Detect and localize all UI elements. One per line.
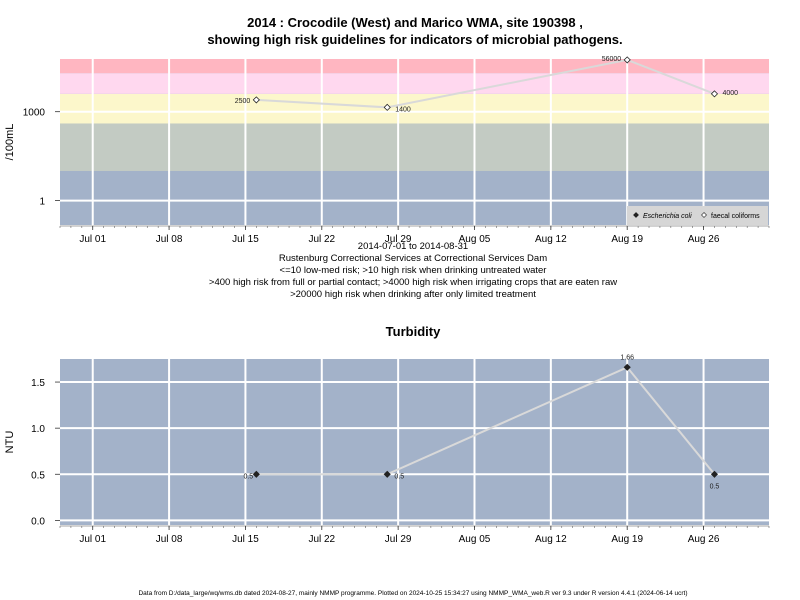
turbidity-panel-background <box>60 359 769 525</box>
data-label-0-1: 1400 <box>395 106 411 113</box>
microbial-gridlines <box>60 59 769 225</box>
data-point-0-1 <box>383 103 391 111</box>
data-label-0-2: 56000 <box>602 56 622 63</box>
top-title: 2014 : Crocodile (West) and Marico WMA, … <box>207 15 622 47</box>
x-tick-label-1: Jul 08 <box>156 234 183 245</box>
x-tick-label-1: Jul 08 <box>156 534 183 545</box>
data-point-0-1 <box>383 470 391 478</box>
data-point-0-0 <box>252 96 260 104</box>
turbidity-axes: Jul 01 Jul 08 Jul 15 Jul 22 Jul 29 Aug 05 Aug … <box>31 378 770 545</box>
microbial-panel: 2500 1400 56000 4000 Escherichia coli faeca… <box>4 56 770 245</box>
microbial-legend: Escherichia coli faecal coliforms <box>627 206 768 225</box>
data-point-0-3 <box>710 90 719 98</box>
x-tick-label-3: Jul 22 <box>308 234 335 245</box>
x-tick-label-4: Jul 29 <box>385 534 412 545</box>
note-guideline-treatment: >20000 high risk when drinking after onl… <box>290 289 536 300</box>
microbial-notes: 2014-07-01 to 2014-08-31 Rustenburg Corr… <box>209 241 617 300</box>
legend-box <box>627 206 768 225</box>
risk-band-1 <box>60 123 769 171</box>
legend-faecal-marker <box>701 212 707 218</box>
note-guideline-contact: >400 high risk from full or partial cont… <box>209 277 617 288</box>
data-label-0-3: 0.5 <box>710 483 720 490</box>
legend-ecoli-label: Escherichia coli <box>643 213 692 220</box>
risk-bands <box>60 59 769 225</box>
y-tick-label-0: 0.0 <box>31 516 45 527</box>
x-tick-label-6: Aug 12 <box>535 534 567 545</box>
data-label-0-0: 2500 <box>235 98 251 105</box>
y-tick-label-1: 1000 <box>23 108 46 119</box>
legend-ecoli-marker <box>633 212 639 218</box>
x-tick-label-8: Aug 26 <box>688 234 720 245</box>
turbidity-panel: 0.5 0.51.660.5 Jul 01 Jul 08 Jul 15 Jul 22 Ju… <box>4 354 770 545</box>
note-site-name: Rustenburg Correctional Services at Corr… <box>279 253 547 264</box>
series-line-0 <box>256 58 715 109</box>
data-point-0-2 <box>623 56 631 64</box>
y-tick-label-3: 1.5 <box>31 378 45 389</box>
data-point-0-2 <box>623 363 631 371</box>
x-tick-label-5: Aug 05 <box>459 534 491 545</box>
x-tick-label-3: Jul 22 <box>308 534 335 545</box>
data-label-0-2: 1.66 <box>620 354 634 361</box>
x-tick-label-0: Jul 01 <box>79 534 106 545</box>
note-guideline-drinking: <=10 low-med risk; >10 high risk when dr… <box>280 265 547 276</box>
series-line-0 <box>256 366 716 476</box>
x-tick-label-7: Aug 19 <box>611 534 643 545</box>
x-tick-label-8: Aug 26 <box>688 534 720 545</box>
y-tick-label-2: 1.0 <box>31 424 45 435</box>
x-tick-label-7: Aug 19 <box>611 234 643 245</box>
turbidity-gridlines <box>60 359 769 525</box>
x-tick-label-6: Aug 12 <box>535 234 567 245</box>
microbial-y-axis-label: /100mL <box>4 124 16 161</box>
y-tick-label-0: 1 <box>39 197 45 208</box>
x-tick-label-2: Jul 15 <box>232 234 259 245</box>
data-point-0-3 <box>710 470 719 478</box>
data-label-0-1: 0.5 <box>394 473 404 480</box>
x-tick-label-4: Jul 29 <box>385 234 412 245</box>
legend-faecal-label: faecal coliforms <box>711 213 760 220</box>
x-tick-label-5: Aug 05 <box>459 234 491 245</box>
footer-note: Data from D:/data_large/wq/wms.db dated … <box>138 590 687 597</box>
top-title-line2: showing high risk guidelines for indicat… <box>207 32 622 47</box>
turbidity-series: 0.5 0.5 1.66 0.5 <box>243 354 719 490</box>
risk-band-3 <box>60 73 769 94</box>
note-date-range: 2014-07-01 to 2014-08-31 <box>358 241 468 252</box>
microbial-series: 2500 1400 56000 4000 <box>235 56 738 113</box>
turbidity-title: Turbidity <box>386 324 441 339</box>
top-title-line1: 2014 : Crocodile (West) and Marico WMA, … <box>247 15 583 30</box>
x-tick-label-2: Jul 15 <box>232 534 259 545</box>
data-label-0-3: 4000 <box>722 90 738 97</box>
turbidity-y-axis-label: NTU <box>4 431 16 454</box>
microbial-axes: Jul 01 Jul 08 Jul 15 Jul 22 Jul 29 Aug 05 Aug … <box>23 108 770 245</box>
data-label-0-0: 0.5 <box>243 473 253 480</box>
y-tick-label-1: 0.5 <box>31 470 45 481</box>
data-point-0-0 <box>252 470 260 478</box>
risk-band-2 <box>60 93 769 124</box>
x-tick-label-0: Jul 01 <box>79 234 106 245</box>
risk-band-4 <box>60 59 769 74</box>
